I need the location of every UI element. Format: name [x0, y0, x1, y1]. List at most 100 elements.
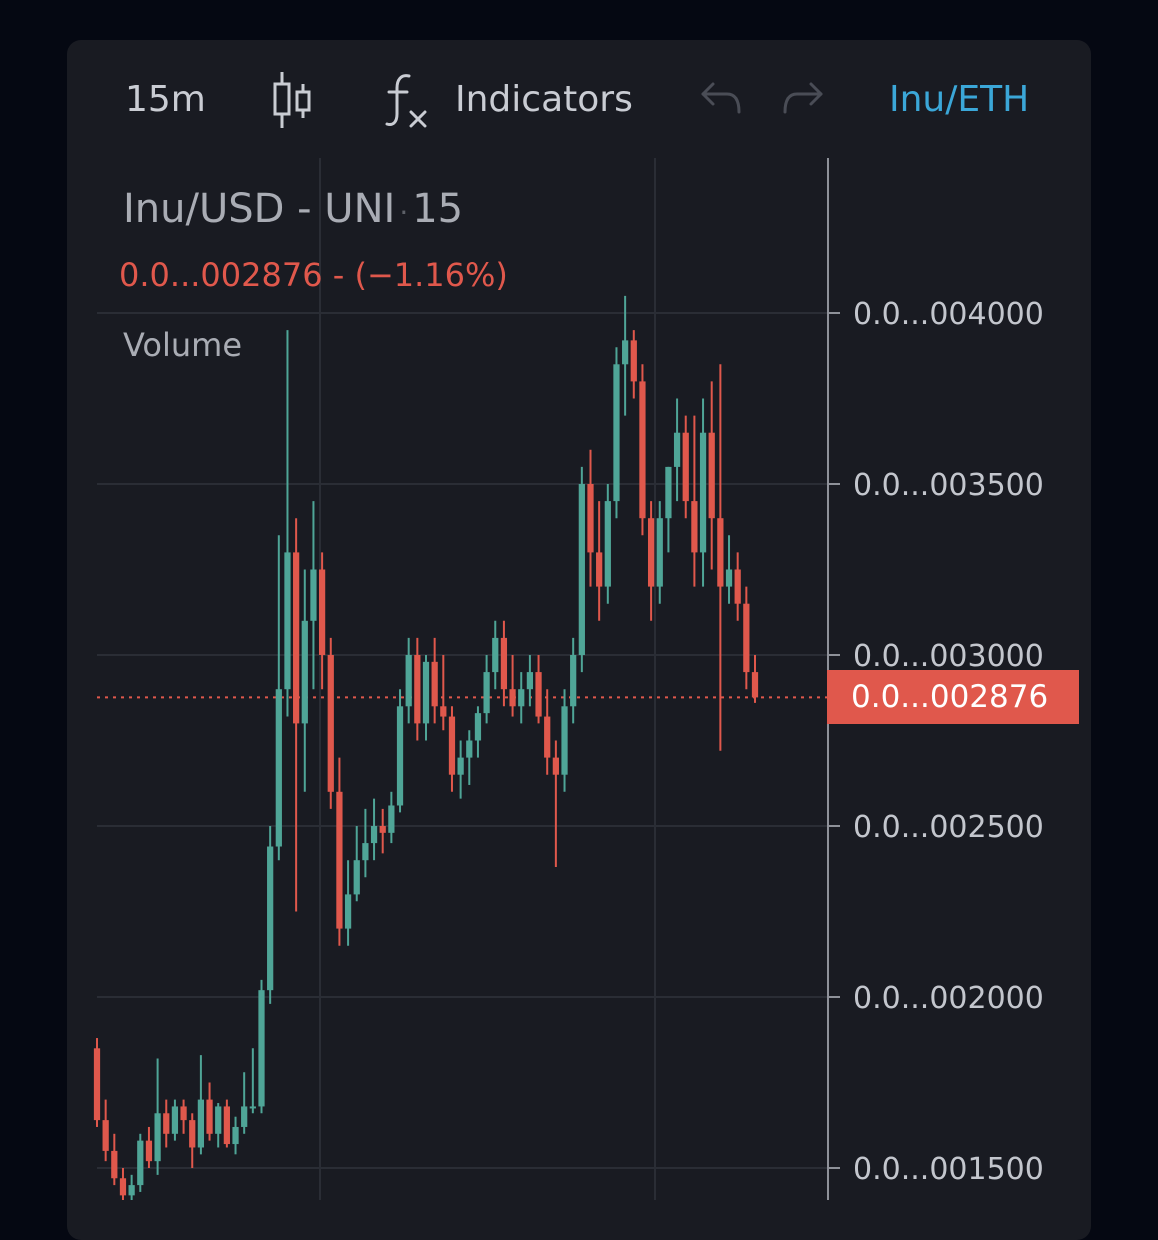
- candle-body: [457, 757, 464, 775]
- candle: [734, 552, 741, 621]
- volume-legend[interactable]: Volume: [123, 326, 243, 364]
- candle: [639, 364, 646, 536]
- candle-body: [691, 501, 698, 553]
- candle-body: [673, 432, 681, 467]
- candle: [570, 637, 577, 724]
- candle: [596, 501, 603, 621]
- candle-body: [102, 1120, 109, 1151]
- candle-body: [474, 713, 482, 741]
- candle: [223, 1099, 230, 1148]
- candle: [111, 1133, 118, 1186]
- candle: [725, 535, 733, 604]
- redo-icon[interactable]: [781, 80, 825, 116]
- candle-body: [414, 655, 421, 724]
- candle-body: [647, 518, 655, 587]
- current-price-badge: 0.0...002876: [827, 670, 1079, 724]
- fx-icon[interactable]: [383, 70, 433, 130]
- candle-body: [466, 740, 473, 758]
- symbol-interval: 15: [412, 186, 464, 232]
- pair-switch-button[interactable]: Inu/ETH: [889, 79, 1030, 120]
- candle: [414, 637, 421, 741]
- candle: [318, 552, 326, 690]
- candle-body: [743, 603, 750, 673]
- candle: [509, 655, 516, 717]
- candle: [284, 330, 291, 717]
- candlestick-icon[interactable]: [270, 70, 316, 130]
- candle-body: [293, 552, 300, 724]
- candle: [310, 501, 317, 690]
- candle: [154, 1058, 161, 1175]
- candle-body: [639, 381, 646, 519]
- candle: [249, 1048, 256, 1114]
- candle: [327, 637, 334, 809]
- candle-body: [396, 706, 404, 806]
- indicators-button[interactable]: Indicators: [455, 79, 633, 120]
- candle-body: [509, 689, 516, 707]
- candle-body: [353, 860, 360, 895]
- candle-body: [154, 1113, 161, 1162]
- candle-body: [223, 1106, 230, 1145]
- candle-body: [163, 1113, 170, 1134]
- candle: [561, 689, 568, 792]
- candle: [431, 637, 438, 724]
- candle-body: [301, 620, 308, 724]
- candle: [604, 484, 611, 604]
- candle: [552, 740, 559, 868]
- candle-body: [483, 672, 490, 714]
- candle: [699, 398, 707, 587]
- candle: [544, 689, 551, 775]
- candle: [405, 637, 412, 724]
- candle: [656, 501, 663, 604]
- candle-body: [630, 340, 637, 382]
- candle-body: [492, 637, 499, 673]
- candle: [474, 706, 482, 758]
- price-axis-label: 0.0...004000: [853, 297, 1044, 332]
- candle: [388, 791, 395, 844]
- candle-body: [656, 518, 663, 587]
- price-change: 0.0...002876 - (−1.16%): [119, 256, 508, 294]
- candle-body: [388, 805, 395, 833]
- candle: [492, 620, 499, 690]
- candle-body: [405, 655, 412, 707]
- candle: [336, 757, 343, 946]
- price-axis-label: 0.0...003500: [853, 468, 1044, 503]
- candle-body: [570, 655, 577, 707]
- candle: [171, 1099, 179, 1141]
- interval-button[interactable]: 15m: [125, 79, 206, 120]
- candle: [119, 1168, 127, 1200]
- candle: [344, 860, 352, 946]
- candle: [241, 1072, 248, 1134]
- candle-body: [725, 569, 733, 587]
- candle: [137, 1133, 144, 1192]
- candle: [396, 689, 404, 813]
- candle: [518, 672, 525, 724]
- candle-body: [93, 1048, 101, 1121]
- candle-body: [561, 706, 568, 775]
- candle-body: [699, 432, 707, 553]
- candle: [232, 1116, 239, 1155]
- candle-body: [336, 791, 343, 929]
- candle-body: [552, 757, 559, 775]
- candle: [647, 501, 655, 621]
- candle-body: [535, 672, 542, 717]
- candle: [267, 826, 274, 1004]
- candle: [717, 364, 724, 751]
- price-chart[interactable]: 0.0...0040000.0...0035000.0...0030000.0.…: [67, 40, 1091, 1200]
- candle-body: [596, 552, 603, 587]
- candle-body: [578, 484, 585, 655]
- candle-body: [587, 484, 594, 553]
- candle: [743, 586, 750, 690]
- candle: [665, 466, 672, 553]
- candle: [535, 655, 542, 724]
- candle-body: [717, 518, 724, 587]
- candle-body: [379, 826, 386, 833]
- candle-body: [500, 637, 508, 690]
- candle-body: [318, 569, 326, 655]
- candle: [682, 415, 689, 519]
- candle: [587, 449, 594, 587]
- price-axis-label: 0.0...002000: [853, 981, 1044, 1016]
- undo-icon[interactable]: [699, 80, 743, 116]
- price-axis-label: 0.0...001500: [853, 1152, 1044, 1187]
- candle: [353, 826, 360, 902]
- candle: [93, 1038, 101, 1127]
